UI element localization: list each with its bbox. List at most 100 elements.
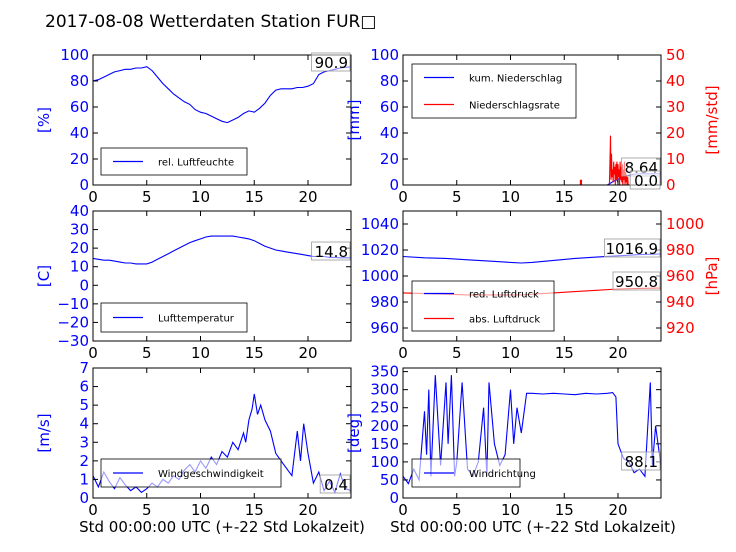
series-group-humidity [93,66,351,124]
y-tick-label-right-pressure-2: 960 [666,267,695,285]
series-line-precipitation-1 [403,135,661,185]
y-tick-label-right-precipitation-2: 20 [666,124,685,142]
legend-label-precipitation-1: Niederschlagsrate [469,101,560,112]
x-tick-label-pressure-0: 0 [398,344,408,362]
x-tick-label-humidity-2: 10 [191,188,210,206]
annotation-label-pressure-0: 1016.9 [606,240,659,258]
y-tick-label-precipitation-0: 0 [389,176,399,194]
y-tick-label-winddirection-5: 250 [370,399,399,417]
y-tick-label-precipitation-2: 40 [380,124,399,142]
legend-label-pressure-1: abs. Luftdruck [469,315,540,326]
plot-frame-windspeed [92,367,352,499]
x-tick-label-temperature-2: 10 [191,344,210,362]
x-tick-label-precipitation-0: 0 [398,188,408,206]
y-tick-label-precipitation-1: 20 [380,150,399,168]
panel-winddirection: 0 5 10 15 20050100150200250300350[deg]Windri… [345,363,662,519]
x-tick-label-windspeed-2: 10 [191,501,210,519]
annotation-box-humidity-0 [311,52,351,72]
x-tick-label-pressure-1: 5 [452,344,462,362]
y-tick-label-windspeed-6: 6 [79,378,89,396]
panel-temperature: 0 5 10 15 20−30−20−10010203040[C]Lufttempera… [35,202,352,362]
y-tick-label-right-precipitation-5: 50 [666,46,685,64]
y-axis-label-winddirection: [deg] [345,413,363,453]
x-tick-label-temperature-0: 0 [88,344,98,362]
figure-title: 2017-08-08 Wetterdaten Station FUR□ [45,12,376,32]
x-tick-label-pressure-2: 10 [501,344,520,362]
y-tick-label-pressure-3: 1020 [361,241,399,259]
x-tick-label-temperature-4: 20 [298,344,317,362]
y-tick-label-precipitation-5: 100 [370,46,399,64]
y-tick-label-humidity-1: 20 [70,150,89,168]
y-tick-label-windspeed-5: 5 [79,396,89,414]
y-tick-label-winddirection-6: 300 [370,381,399,399]
x-tick-label-windspeed-1: 5 [142,501,152,519]
x-tick-label-precipitation-3: 15 [555,188,574,206]
y-tick-label-winddirection-4: 200 [370,417,399,435]
x-tick-label-winddirection-2: 10 [501,501,520,519]
x-tick-label-humidity-4: 20 [298,188,317,206]
series-group-windspeed [93,393,351,494]
plot-frame-precipitation [402,54,662,186]
annotation-label-precipitation-1: 0.0 [634,172,658,190]
y-tick-label-pressure-1: 980 [370,293,399,311]
panel-windspeed: 0 5 10 15 2001234567[m/s]Windgeschwindigkeit… [35,359,352,519]
legend-label-winddirection-0: Windrichtung [469,469,536,480]
x-tick-label-pressure-4: 20 [608,344,627,362]
y-tick-label-humidity-0: 0 [79,176,89,194]
legend-label-temperature-0: Lufttemperatur [158,314,235,325]
y-axis-label-humidity: [%] [35,107,53,133]
y-tick-label-winddirection-2: 100 [370,453,399,471]
panel-precipitation: 0 5 10 15 20 0 20 40 60 80 100 0 10 20 30 40 50 [mm] [mm/s… [345,46,721,206]
annotation-label-temperature-0: 14.8 [315,243,348,261]
series-line-humidity-0 [93,66,351,124]
y-tick-label-temperature-2: −10 [57,295,89,313]
legend-label-precipitation-0: kum. Niederschlag [469,74,562,85]
y-tick-label-temperature-3: 0 [79,276,89,294]
y-tick-label-right-pressure-3: 980 [666,241,695,259]
y-axis-label-windspeed: [m/s] [35,413,53,452]
y-tick-label-winddirection-0: 0 [389,489,399,507]
y-tick-label-right-precipitation-0: 0 [666,176,676,194]
y-tick-label-temperature-5: 20 [70,239,89,257]
y-tick-label-winddirection-1: 50 [380,471,399,489]
x-tick-label-precipitation-1: 5 [452,188,462,206]
y-tick-label-humidity-4: 80 [70,72,89,90]
annotation-label-winddirection-0: 88.1 [625,453,658,471]
panel-pressure: 0 5 10 15 20 960 980 1000 1020 1040 920 940 960 980 10… [361,210,721,362]
annotation-box-pressure-1 [612,271,661,291]
legend-temperature: Lufttemperatur [100,302,248,333]
x-tick-label-temperature-1: 5 [142,344,152,362]
series-group-temperature [93,235,351,265]
y-tick-label-temperature-1: −20 [57,313,89,331]
legend-label-humidity-0: rel. Luftfeuchte [158,158,234,169]
y-tick-label-precipitation-3: 60 [380,98,399,116]
x-tick-label-pressure-3: 15 [555,344,574,362]
y-tick-label-temperature-7: 40 [70,202,89,220]
plot-frame-temperature [92,210,352,342]
annotation-box-precipitation-1 [629,170,661,190]
annotation-box-winddirection-0 [621,451,661,471]
y-tick-label-windspeed-2: 2 [79,452,89,470]
annotation-label-windspeed-0: 0.4 [324,476,348,494]
x-tick-label-temperature-3: 15 [245,344,264,362]
y-tick-label-right-pressure-0: 920 [666,319,695,337]
legend-box-precipitation [411,63,577,119]
x-tick-label-winddirection-0: 0 [398,501,408,519]
y-tick-label-humidity-5: 100 [60,46,89,64]
legend-winddirection: Windrichtung [411,458,536,488]
x-tick-label-windspeed-4: 20 [298,501,317,519]
x-tick-label-humidity-3: 15 [245,188,264,206]
y-axis-label-precipitation: [mm] [345,100,363,141]
y-tick-label-temperature-4: 10 [70,258,89,276]
plot-frame-humidity [92,54,352,186]
legend-label-windspeed-0: Windgeschwindigkeit [158,469,264,480]
annotation-box-temperature-0 [311,241,351,261]
y-tick-label-temperature-0: −30 [57,332,89,350]
y-tick-label-pressure-4: 1040 [361,215,399,233]
x-tick-label-precipitation-4: 20 [608,188,627,206]
x-axis-label-left: Std 00:00:00 UTC (+-22 Std Lokalzeit) [79,518,365,536]
annotation-label-humidity-0: 90.9 [315,54,348,72]
panel-humidity: 0 5 10 15 20 0 20 40 60 80 100 [%] rel. Luftfeuchte 9… [35,46,352,206]
y-tick-label-precipitation-4: 80 [380,72,399,90]
